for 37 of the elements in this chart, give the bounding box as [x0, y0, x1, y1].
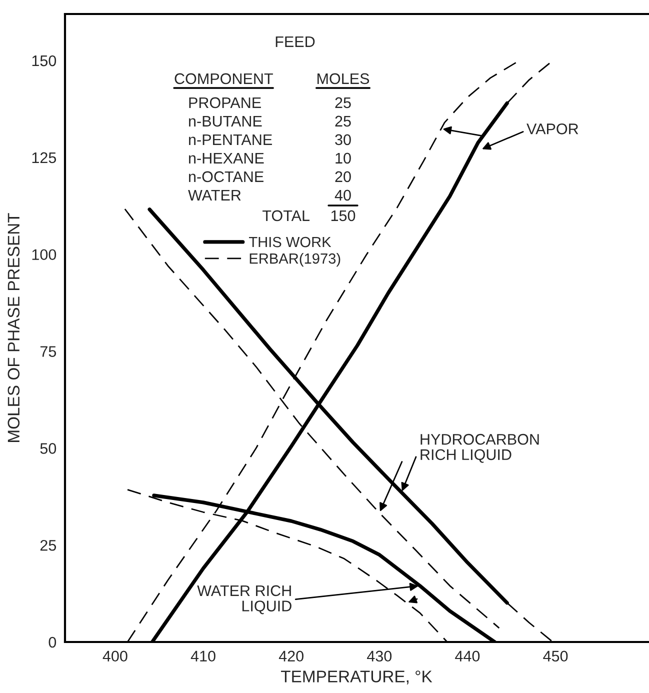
annotation: 40: [334, 190, 351, 201]
x-tick-label: 430: [367, 650, 392, 662]
y-tick-label: 75: [40, 346, 56, 357]
x-tick-label: 420: [278, 650, 304, 662]
annotation: WATER RICH LIQUID: [197, 585, 292, 614]
annotation: TOTAL: [262, 210, 310, 222]
x-tick-label: 450: [543, 650, 568, 662]
x-tick-label: 440: [455, 650, 480, 662]
annotation: VAPOR: [526, 124, 578, 134]
annotation: FEED: [276, 36, 315, 47]
x-tick-label: 400: [102, 650, 128, 662]
x-tick-label: 410: [190, 650, 216, 662]
annotation: n-PENTANE: [189, 134, 272, 145]
annotation: 150: [331, 210, 356, 222]
annotation: MOLES: [318, 73, 370, 84]
annotation: 25: [335, 116, 351, 127]
annotation: WATER: [188, 190, 241, 200]
annotation: n-HEXANE: [189, 152, 264, 164]
annotation: 30: [335, 134, 351, 146]
annotation: PROPANE: [189, 97, 261, 108]
annotation: 10: [336, 152, 351, 164]
y-tick-label: 150: [32, 55, 56, 66]
annotation: n-BUTANE: [189, 116, 262, 127]
y-tick-label: 125: [32, 152, 56, 164]
legend-label: THIS WORK: [249, 236, 332, 248]
annotation: n-OCTANE: [189, 171, 264, 182]
y-axis-title: MOLES OF PHASE PRESENT: [8, 213, 20, 442]
annotation: 20: [335, 171, 351, 182]
annotation: COMPONENT: [174, 73, 273, 84]
y-tick-label: 25: [40, 540, 56, 551]
annotation: HYDROCARBON RICH LIQUID: [420, 434, 539, 463]
y-tick-label: 100: [32, 249, 56, 260]
legend-label: ERBAR(1973): [250, 253, 340, 267]
annotation: 25: [335, 97, 351, 108]
y-tick-label: 0: [48, 636, 56, 648]
y-tick-label: 50: [40, 443, 56, 454]
x-axis-title: TEMPERATURE, °K: [281, 670, 432, 684]
